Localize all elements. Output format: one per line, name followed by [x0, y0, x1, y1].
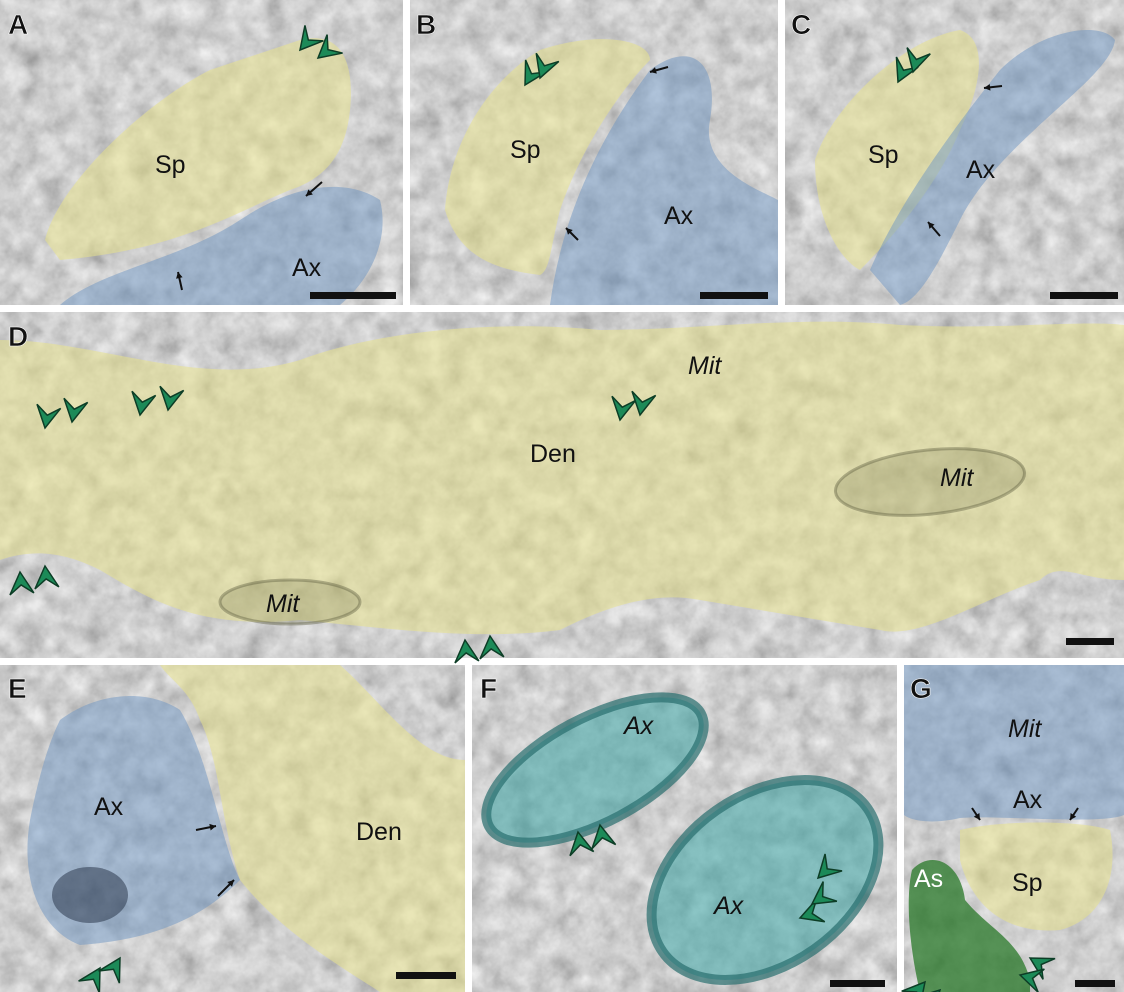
panel-letter: B — [416, 9, 436, 40]
region-label: Mit — [688, 352, 722, 380]
panel-d: D Mit Mit Den Mit — [0, 321, 1124, 645]
region-label: Ax — [622, 712, 655, 740]
scale-bar — [830, 980, 885, 987]
region-label: Ax — [1013, 786, 1043, 814]
scale-bar — [1066, 638, 1114, 645]
region-label: Sp — [510, 136, 541, 164]
region-label: As — [914, 865, 943, 893]
panel-letter: A — [8, 9, 28, 40]
dense-deposit — [52, 867, 128, 923]
panel-letter: G — [910, 673, 932, 704]
region-label: Ax — [664, 202, 694, 230]
scale-bar — [700, 292, 768, 299]
region-label: Ax — [94, 793, 124, 821]
region-label: Sp — [155, 151, 186, 179]
region-label: Sp — [1012, 869, 1043, 897]
scale-bar — [1050, 292, 1118, 299]
panel-letter: C — [791, 9, 811, 40]
panel-letter: F — [480, 673, 497, 704]
region-label: Ax — [712, 892, 745, 920]
region-label: Den — [356, 818, 402, 846]
scale-bar — [1075, 980, 1115, 987]
scale-bar — [310, 292, 396, 299]
panel-letter: E — [8, 673, 27, 704]
region-label: Sp — [868, 141, 899, 169]
panel-letter: D — [8, 321, 28, 352]
region-label: Ax — [966, 156, 996, 184]
region-label: Mit — [266, 590, 300, 618]
scale-bar — [396, 972, 456, 979]
figure: A Sp Ax B Sp Ax C Sp Ax D Mit Mit Den Mi… — [0, 0, 1124, 992]
region-label: Mit — [940, 464, 974, 492]
region-label: Mit — [1008, 715, 1042, 743]
region-label: Ax — [292, 254, 322, 282]
region-label: Den — [530, 440, 576, 468]
